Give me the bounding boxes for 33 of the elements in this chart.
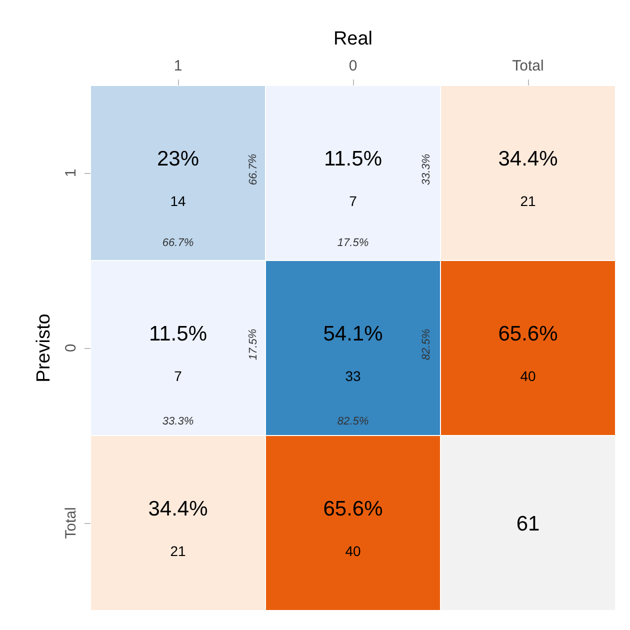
x-tick-label: 0 bbox=[348, 58, 358, 74]
y-axis-title: Previsto bbox=[34, 314, 54, 382]
y-tick-label: 1 bbox=[62, 168, 80, 178]
annotation: 34.4% bbox=[498, 148, 558, 170]
y-tick-label: Total bbox=[62, 507, 80, 539]
data-label: 40 bbox=[345, 543, 361, 559]
annotation: 23% bbox=[156, 148, 200, 170]
data-label: 33 bbox=[345, 368, 361, 384]
annotation: 66.7% bbox=[247, 154, 260, 186]
y-tick-label: 0 bbox=[62, 344, 80, 352]
annotation: 54.1% bbox=[323, 322, 383, 346]
x-tick-label: Total bbox=[512, 58, 544, 74]
annotation: 65.6% bbox=[498, 322, 558, 346]
annotation: 66.7% bbox=[162, 237, 194, 249]
annotation: 33.3% bbox=[162, 416, 194, 428]
data-label: 61 bbox=[516, 512, 540, 536]
annotation: 11.5% bbox=[324, 148, 382, 170]
annotation: 34.4% bbox=[148, 498, 208, 520]
annotation: 17.5% bbox=[337, 237, 369, 249]
x-axis-title: Real bbox=[333, 28, 373, 50]
data-label: 21 bbox=[170, 543, 186, 559]
data-label: 40 bbox=[520, 368, 536, 384]
data-label: 7 bbox=[349, 193, 358, 209]
x-tick-label: 1 bbox=[174, 58, 182, 74]
annotation: 33.3% bbox=[420, 154, 432, 186]
data-label: 21 bbox=[520, 193, 536, 209]
annotation: 17.5% bbox=[247, 328, 260, 360]
annotation: 11.5% bbox=[149, 322, 208, 346]
data-label: 7 bbox=[174, 368, 182, 384]
annotation: 65.6% bbox=[323, 498, 383, 520]
annotation: 82.5% bbox=[337, 416, 369, 428]
data-label: 14 bbox=[170, 193, 186, 209]
annotation: 82.5% bbox=[420, 328, 432, 360]
